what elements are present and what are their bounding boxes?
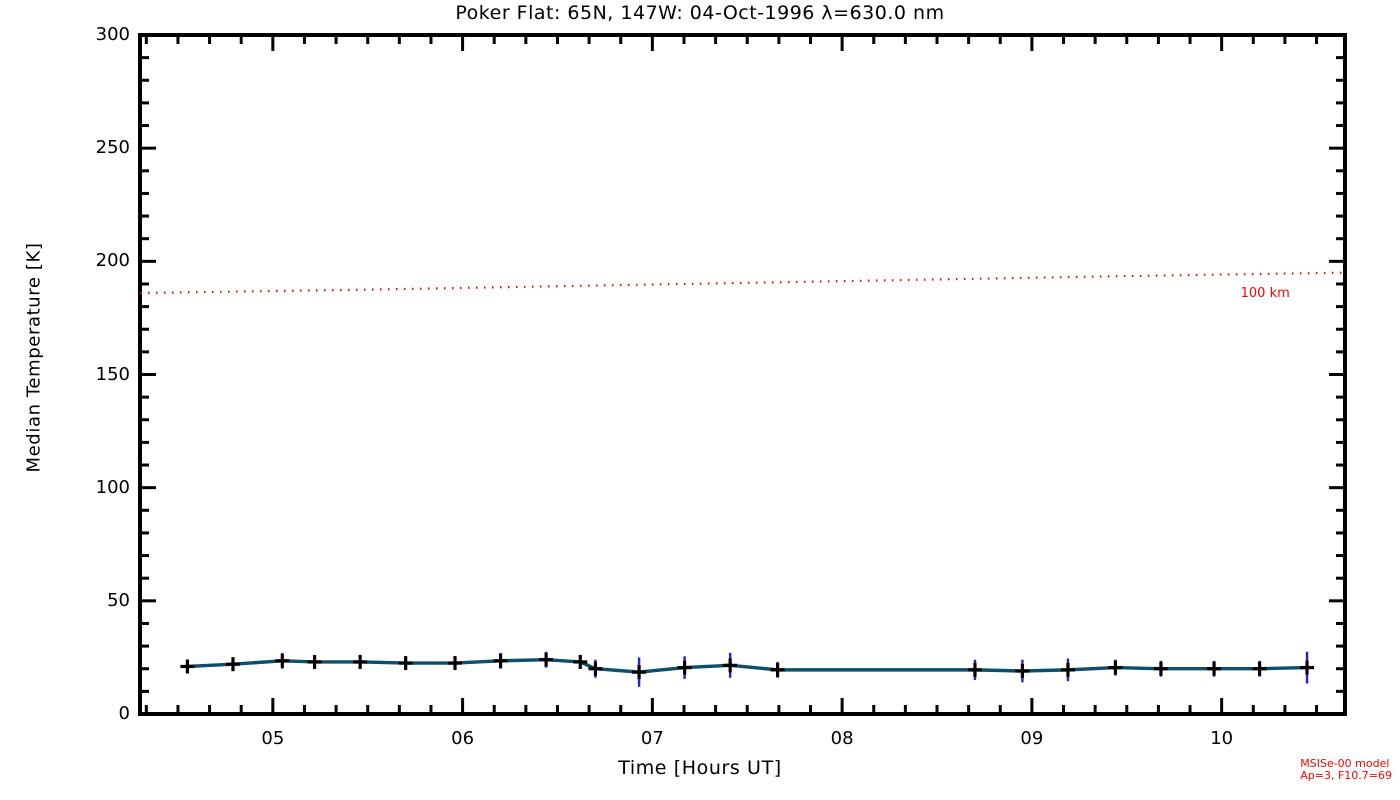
page-title: Poker Flat: 65N, 147W: 04-Oct-1996 λ=630… xyxy=(455,2,945,24)
model-parameters-note: MSISe-00 model Ap=3, F10.7=69 xyxy=(1300,757,1392,782)
msis-model-line xyxy=(139,271,1346,295)
y-tick-label: 200 xyxy=(95,250,130,272)
model-altitude-annotation: 100 km xyxy=(1240,285,1290,301)
axis-ticks xyxy=(140,33,1345,716)
y-tick-label: 0 xyxy=(118,703,130,724)
y-tick-label: 100 xyxy=(95,476,130,498)
x-tick-label: 05 xyxy=(261,728,285,749)
y-tick-label: 50 xyxy=(107,589,130,611)
data-point-markers xyxy=(180,652,1315,680)
x-tick-label: 10 xyxy=(1210,728,1234,749)
axis-frame xyxy=(138,33,1347,716)
x-axis-label: Time [Hours UT] xyxy=(618,757,782,779)
x-tick-label: 06 xyxy=(451,728,475,749)
y-tick-label: 250 xyxy=(95,137,130,159)
y-tick-label: 300 xyxy=(95,24,130,45)
y-tick-label: 150 xyxy=(95,363,130,385)
x-tick-label: 07 xyxy=(640,728,664,749)
x-tick-label: 09 xyxy=(1020,728,1044,749)
x-tick-label: 08 xyxy=(830,728,854,749)
